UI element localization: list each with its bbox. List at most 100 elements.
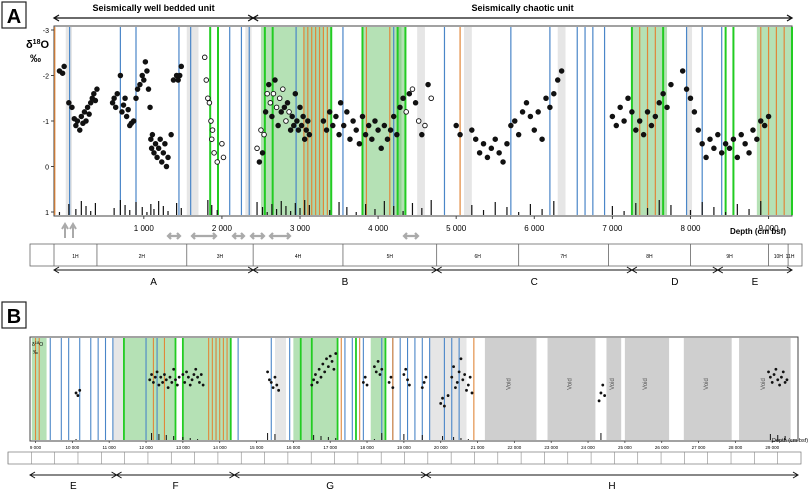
panel-a-data-point (165, 154, 171, 161)
panel-a-data-point (148, 145, 155, 152)
panel-b-data-point (389, 375, 393, 379)
panel-a-xtick-label: 1 000 (134, 224, 155, 233)
panel-a-unit-arrow (52, 14, 255, 22)
panel-b-data-points (74, 352, 789, 440)
panel-a-data-point (273, 104, 280, 111)
panel-a-data-point (508, 122, 514, 129)
panel-a-data-point (214, 159, 220, 165)
panel-a-xtick-label: 6 000 (524, 224, 545, 233)
panel-b-xlabel: Depth (cm bsf) (772, 438, 808, 444)
panel-a-interval-arrow (716, 266, 793, 274)
panel-a-data-point (77, 127, 83, 133)
panel-a-data-point (147, 104, 153, 111)
panel-a-data-point (219, 140, 225, 147)
panel-a-data-point (149, 131, 156, 138)
panel-b-xtick-label: 12 000 (139, 445, 153, 450)
panel-b-void-band (484, 338, 537, 440)
panel-b-gray-band (429, 338, 467, 440)
panel-b-data-point (380, 367, 384, 371)
panel-a-data-point (266, 81, 272, 88)
panel-a-data-point (469, 127, 475, 133)
panel-a-ytick-label: 0 (45, 165, 49, 172)
panel-a-data-point (547, 104, 553, 111)
panel-b-data-point (466, 383, 470, 387)
panel-b-data-point (266, 370, 269, 374)
panel-a-data-point (722, 140, 729, 147)
panel-a-data-point (640, 131, 647, 138)
panel-a-label-box (1, 1, 27, 29)
panel-a-data-point (323, 127, 330, 133)
panel-b-data-point (422, 381, 426, 384)
panel-a-data-point (523, 100, 530, 106)
panel-a-data-point (400, 95, 406, 101)
panel-b-data-point (172, 367, 176, 371)
panel-a-data-points (56, 54, 772, 170)
panel-a-data-point (726, 145, 733, 152)
panel-b-xtick-label: 18 000 (360, 445, 374, 450)
panel-a-data-point (711, 145, 717, 152)
panel-a-data-point (754, 136, 760, 142)
panel-a-data-point (94, 86, 100, 92)
panel-b-data-point (374, 370, 378, 374)
panel-b-void-band (739, 338, 791, 440)
panel-a-data-point (652, 113, 659, 120)
panel-a-data-point (515, 131, 522, 138)
panel-a-data-point (86, 111, 92, 117)
panel-a-data-point (300, 113, 306, 120)
panel-a-data-point (554, 77, 561, 83)
panel-a-data-point (73, 122, 79, 129)
panel-a-data-point (629, 109, 635, 115)
double-arrow-icon (402, 232, 420, 240)
panel-b-data-point (774, 367, 778, 371)
panel-b-data-point (783, 381, 787, 384)
panel-b-data-point (312, 378, 316, 382)
panel-a-data-point (155, 145, 162, 152)
panel-a-data-point (291, 122, 297, 129)
panel-b-label-box (1, 301, 27, 329)
panel-a-data-point (492, 136, 498, 142)
panel-a-data-point (269, 113, 275, 120)
panel-b-data-point (188, 383, 192, 387)
panel-a-data-point (281, 104, 288, 111)
panel-b-core-track (7, 451, 802, 465)
panel-a-data-point (162, 140, 168, 147)
panel-a-data-point (91, 90, 97, 97)
panel-b-data-point (459, 357, 463, 361)
panel-a-data-point (280, 86, 286, 92)
panel-a-data-point (409, 86, 416, 92)
panel-a-data-point (142, 59, 149, 65)
panel-a-data-point (765, 113, 772, 120)
panel-b-data-point (168, 375, 172, 379)
panel-a-data-point (59, 70, 66, 76)
panel-a-core-label: 3H (217, 254, 224, 260)
panel-a-data-point (261, 131, 267, 138)
panel-b-data-point (148, 378, 152, 382)
panel-a-data-point (644, 109, 651, 115)
panel-b-data-point (153, 375, 157, 379)
panel-a-xtick-label: 5 000 (446, 224, 467, 233)
panel-a-data-point (278, 109, 285, 115)
panel-a-data-point (157, 136, 163, 142)
panel-a-core-frame (29, 243, 803, 267)
panel-a-gray-band (686, 27, 693, 215)
panel-a-green-band (362, 27, 402, 215)
panel-a-core-label: 5H (387, 254, 394, 260)
panel-a-data-point (742, 140, 748, 147)
panel-a-data-point (347, 136, 353, 142)
panel-a-data-point (356, 140, 363, 147)
panel-a-data-point (633, 127, 639, 133)
panel-a-data-point (480, 140, 487, 147)
panel-b-event-lines (34, 338, 475, 440)
panel-a-data-point (750, 127, 756, 133)
panel-b-data-point (424, 375, 428, 379)
panel-a-data-point (412, 100, 419, 106)
panel-b-void-label: Void (567, 378, 573, 390)
panel-b-data-point (269, 381, 273, 384)
panel-b-label: B (7, 306, 21, 328)
panel-a-data-point (175, 77, 181, 83)
panel-a-data-point (286, 109, 292, 115)
panel-b-data-point (328, 354, 332, 358)
double-arrow-icon (268, 232, 292, 240)
panel-a-y-ticks: -3 -2 -1 0 1 (43, 28, 54, 217)
panel-a-green-band (397, 27, 406, 215)
